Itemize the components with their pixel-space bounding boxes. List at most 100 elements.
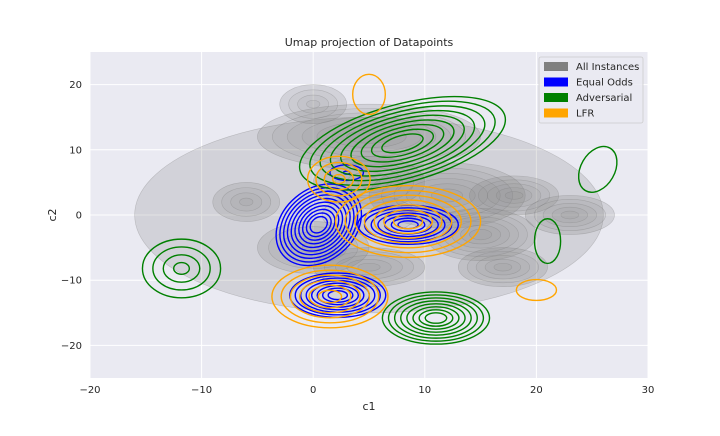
contour-line xyxy=(381,133,424,154)
chart-title: Umap projection of Datapoints xyxy=(285,36,454,49)
contour-line xyxy=(406,303,466,333)
contour-line xyxy=(297,94,330,114)
contour-line xyxy=(504,191,524,200)
contour-line xyxy=(344,189,472,254)
contour-line xyxy=(478,179,551,212)
legend-swatch xyxy=(544,62,568,71)
contour-line xyxy=(323,167,355,191)
y-tick-label: 20 xyxy=(69,80,82,91)
contour-line xyxy=(524,195,615,235)
contour-line xyxy=(493,262,513,272)
contour-line xyxy=(306,99,321,109)
contour-line xyxy=(560,210,580,220)
x-tick-label: 0 xyxy=(310,385,316,396)
series-lfr xyxy=(271,73,558,329)
x-tick-label: 30 xyxy=(642,385,655,396)
contour-line xyxy=(412,306,460,330)
contour-line xyxy=(309,100,496,187)
contour-line xyxy=(230,192,263,212)
contour-line xyxy=(319,105,486,182)
contour-line xyxy=(327,290,349,301)
contour-line xyxy=(306,155,371,203)
contour-line xyxy=(288,89,339,119)
contour-line xyxy=(315,161,363,197)
contour-line xyxy=(466,251,539,284)
legend-label: All Instances xyxy=(576,62,639,73)
contour-line xyxy=(381,167,514,224)
contour-line xyxy=(221,187,272,217)
contour-line xyxy=(357,262,381,272)
y-tick-label: −10 xyxy=(61,276,82,287)
x-axis-label: c1 xyxy=(362,400,375,413)
contour-line xyxy=(363,199,453,244)
contour-line xyxy=(321,287,354,303)
x-tick-label: 10 xyxy=(418,385,431,396)
legend-swatch xyxy=(544,108,568,118)
contour-line xyxy=(305,212,332,238)
y-tick-label: −20 xyxy=(61,341,82,352)
series-adversarial xyxy=(141,95,618,345)
legend-swatch xyxy=(544,93,568,102)
contours xyxy=(134,73,618,345)
contour-line xyxy=(515,278,558,302)
contour-line xyxy=(298,205,340,245)
contour-line xyxy=(387,294,485,342)
contour-line xyxy=(141,238,222,299)
contour-line xyxy=(289,274,371,319)
contour-line xyxy=(424,312,448,324)
contour-line xyxy=(393,297,478,339)
contour-line xyxy=(317,289,343,304)
contour-line xyxy=(279,84,347,125)
contour-line xyxy=(475,255,531,280)
contour-line xyxy=(354,194,462,249)
contour-line xyxy=(370,209,446,240)
contour-line xyxy=(275,183,363,267)
contour-line xyxy=(282,190,355,260)
contour-line xyxy=(577,145,618,193)
y-tick-label: 10 xyxy=(69,145,82,156)
contour-line xyxy=(469,175,560,216)
x-tick-label: 20 xyxy=(530,385,543,396)
legend-label: Equal Odds xyxy=(576,78,633,89)
contour-line xyxy=(390,217,426,232)
contour-line xyxy=(299,279,361,314)
contour-line xyxy=(350,119,455,168)
contour-line xyxy=(352,73,387,116)
contour-line xyxy=(484,259,522,276)
contour-line xyxy=(418,309,454,327)
contour-line xyxy=(495,187,533,204)
contour-line xyxy=(279,186,359,263)
contour-line xyxy=(329,109,476,177)
contour-line xyxy=(294,201,344,249)
contour-line xyxy=(370,128,435,158)
y-tick-labels: −20 −10 0 10 20 xyxy=(61,80,82,352)
contour-line xyxy=(392,213,424,230)
x-tick-labels: −20 −10 0 10 20 30 xyxy=(79,385,654,396)
contour-line xyxy=(542,202,597,228)
contour-line xyxy=(400,300,472,336)
x-tick-label: −10 xyxy=(191,385,212,396)
contour-line xyxy=(271,264,389,329)
y-axis-label: c2 xyxy=(46,208,59,221)
contour-line xyxy=(551,206,589,224)
legend-label: Adversarial xyxy=(576,93,632,104)
contour-line xyxy=(280,269,380,324)
contour-line xyxy=(308,284,352,309)
contour-line xyxy=(533,199,606,231)
contour-line xyxy=(383,208,433,235)
x-tick-label: −20 xyxy=(79,385,100,396)
contour-line xyxy=(301,208,336,241)
contour-line xyxy=(309,215,329,234)
contour-line xyxy=(340,114,465,172)
y-tick-label: 0 xyxy=(76,211,82,222)
contour-line xyxy=(172,261,191,276)
contour-line xyxy=(239,197,254,207)
legend-swatch xyxy=(544,77,568,87)
contour-line xyxy=(457,247,548,288)
contour-line xyxy=(373,204,443,239)
contour-line xyxy=(360,123,445,163)
contour-line xyxy=(533,218,562,265)
contour-line xyxy=(162,254,201,283)
contour-line xyxy=(331,173,346,185)
